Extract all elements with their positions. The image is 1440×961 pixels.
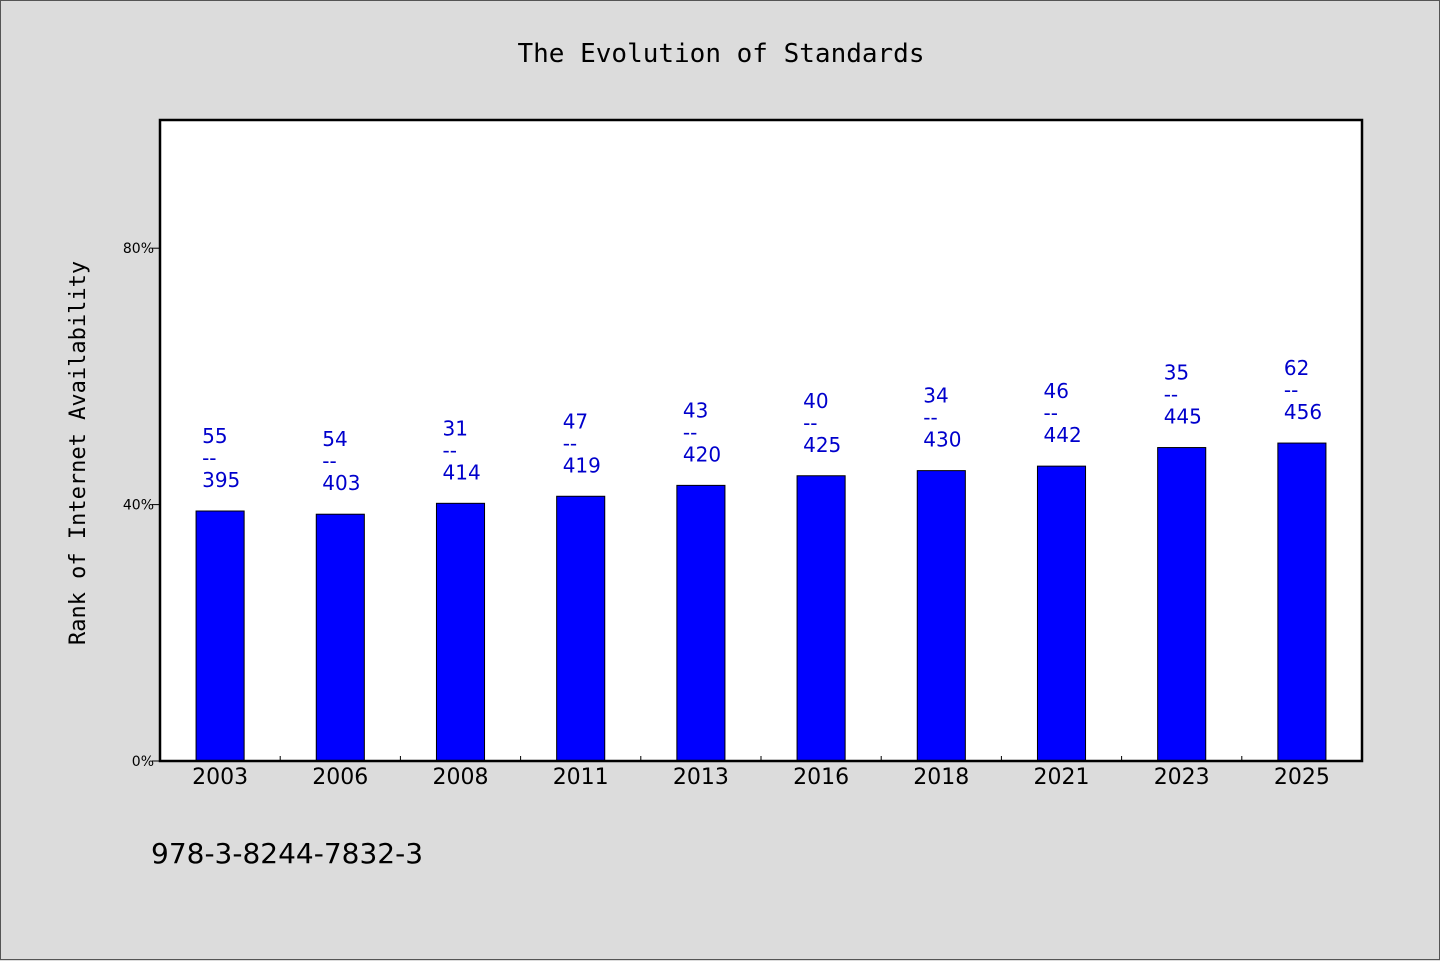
data-label-top: 34 [923, 384, 948, 408]
data-label-separator: -- [443, 438, 457, 462]
chart-title: The Evolution of Standards [518, 39, 925, 69]
data-label-separator: -- [683, 420, 697, 444]
data-label-bottom: 456 [1284, 400, 1322, 424]
bars-group [195, 442, 1327, 762]
bar-2013 [676, 484, 726, 762]
data-label-top: 47 [563, 409, 588, 433]
x-tick-label: 2006 [312, 765, 368, 790]
data-label-top: 43 [683, 398, 708, 422]
bar-2021 [1036, 465, 1087, 762]
plot-border [158, 118, 1364, 763]
x-tick-label: 2008 [433, 765, 489, 790]
bar-2025 [1277, 442, 1327, 762]
data-label-separator: -- [1044, 401, 1058, 425]
data-label-top: 40 [803, 389, 828, 413]
data-label-separator: -- [563, 431, 577, 455]
bar-2003 [195, 510, 245, 762]
data-label-bottom: 430 [923, 428, 961, 452]
x-axis: 2003 2006 2008 2011 2013 2016 2018 2021 2023 2025 [192, 756, 1330, 790]
data-label-bottom: 425 [803, 433, 841, 457]
y-tick-label: 0% [132, 754, 154, 770]
data-label-separator: -- [1284, 378, 1298, 402]
data-label-top: 55 [202, 424, 227, 448]
data-label-separator: -- [322, 449, 336, 473]
data-label-bottom: 442 [1044, 423, 1082, 447]
data-labels-group: 55--39554--40331--41447--41943--42040--4… [202, 356, 1322, 495]
data-label-separator: -- [202, 446, 216, 470]
bar-2011 [556, 495, 606, 762]
isbn-text: 978-3-8244-7832-3 [151, 837, 423, 870]
bar-2006 [315, 513, 365, 762]
data-label-bottom: 395 [202, 468, 240, 492]
data-label-bottom: 419 [563, 453, 601, 477]
x-tick-label: 2011 [553, 765, 609, 790]
data-label-bottom: 445 [1164, 405, 1202, 429]
data-label-separator: -- [923, 406, 937, 430]
bar-2023 [1157, 447, 1207, 762]
bar-2016 [796, 475, 846, 762]
data-label-bottom: 420 [683, 442, 721, 466]
x-tick-label: 2021 [1034, 765, 1090, 790]
x-tick-label: 2003 [192, 765, 248, 790]
x-tick-label: 2013 [673, 765, 729, 790]
x-tick-label: 2023 [1154, 765, 1210, 790]
x-tick-label: 2025 [1274, 765, 1330, 790]
y-tick-label: 40% [123, 498, 154, 514]
data-label-separator: -- [803, 411, 817, 435]
data-label-bottom: 403 [322, 471, 360, 495]
data-label-top: 35 [1164, 361, 1189, 385]
x-tick-label: 2016 [793, 765, 849, 790]
bar-2008 [435, 502, 486, 762]
data-label-top: 46 [1044, 379, 1069, 403]
y-tick-label: 80% [123, 241, 154, 257]
x-tick-label: 2018 [913, 765, 969, 790]
data-label-separator: -- [1164, 383, 1178, 407]
y-axis-label: Rank of Internet Availability [66, 261, 91, 645]
data-label-top: 62 [1284, 356, 1309, 380]
y-axis: 0% 40% 80% [123, 241, 160, 770]
data-label-bottom: 414 [443, 460, 481, 484]
data-label-top: 31 [443, 416, 468, 440]
bar-2018 [916, 470, 966, 762]
data-label-top: 54 [322, 427, 347, 451]
